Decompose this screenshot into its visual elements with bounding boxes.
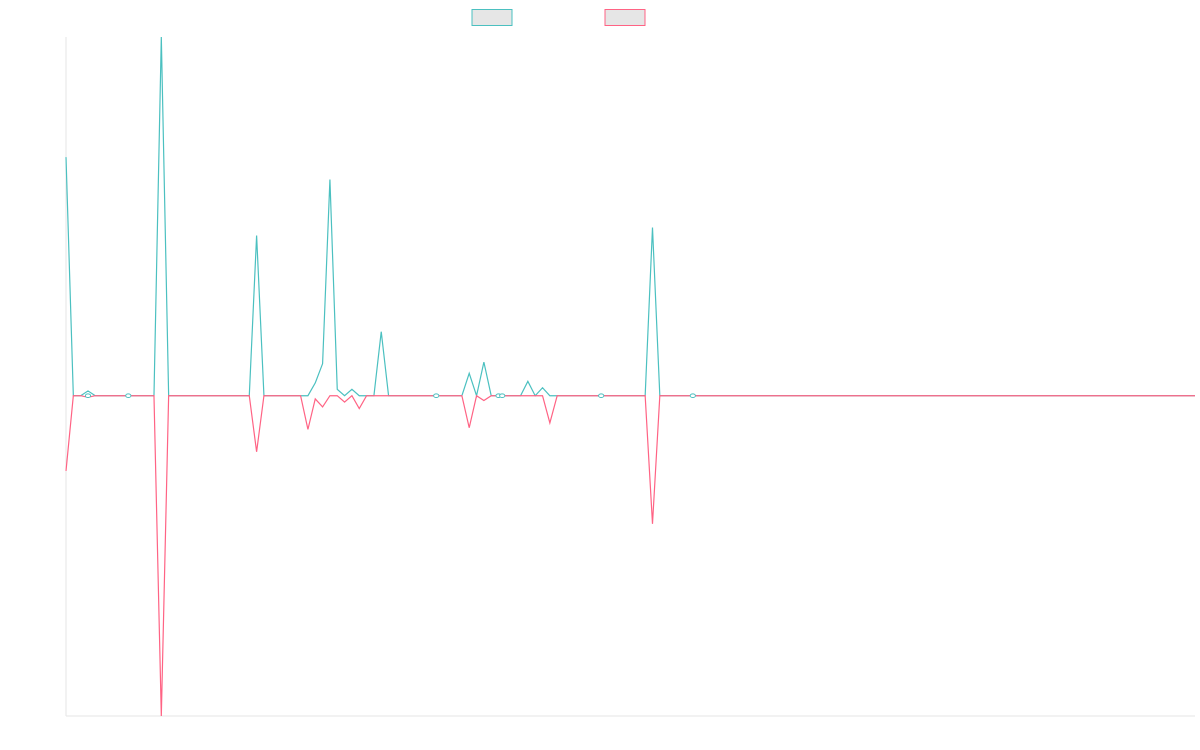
axes: [65, 37, 1195, 717]
series-layer: [65, 36, 1195, 717]
marker-layer: [84, 393, 696, 399]
legend[interactable]: [471, 9, 646, 26]
data-point-marker: [125, 393, 132, 399]
legend-item-1[interactable]: [471, 9, 513, 26]
series-line-2: [65, 394, 1195, 717]
series-line-1: [65, 36, 1195, 399]
legend-swatch: [604, 9, 646, 26]
data-point-marker: [499, 393, 506, 399]
data-point-marker: [689, 393, 696, 399]
legend-item-2[interactable]: [604, 9, 646, 26]
data-point-marker: [433, 393, 440, 399]
data-point-marker: [598, 393, 605, 399]
legend-swatch: [471, 9, 513, 26]
data-point-marker: [84, 393, 92, 399]
